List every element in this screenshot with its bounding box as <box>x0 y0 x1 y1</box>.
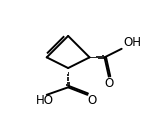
Text: O: O <box>87 94 96 107</box>
Text: O: O <box>105 77 114 90</box>
Text: OH: OH <box>123 36 141 49</box>
Text: HO: HO <box>36 94 54 107</box>
